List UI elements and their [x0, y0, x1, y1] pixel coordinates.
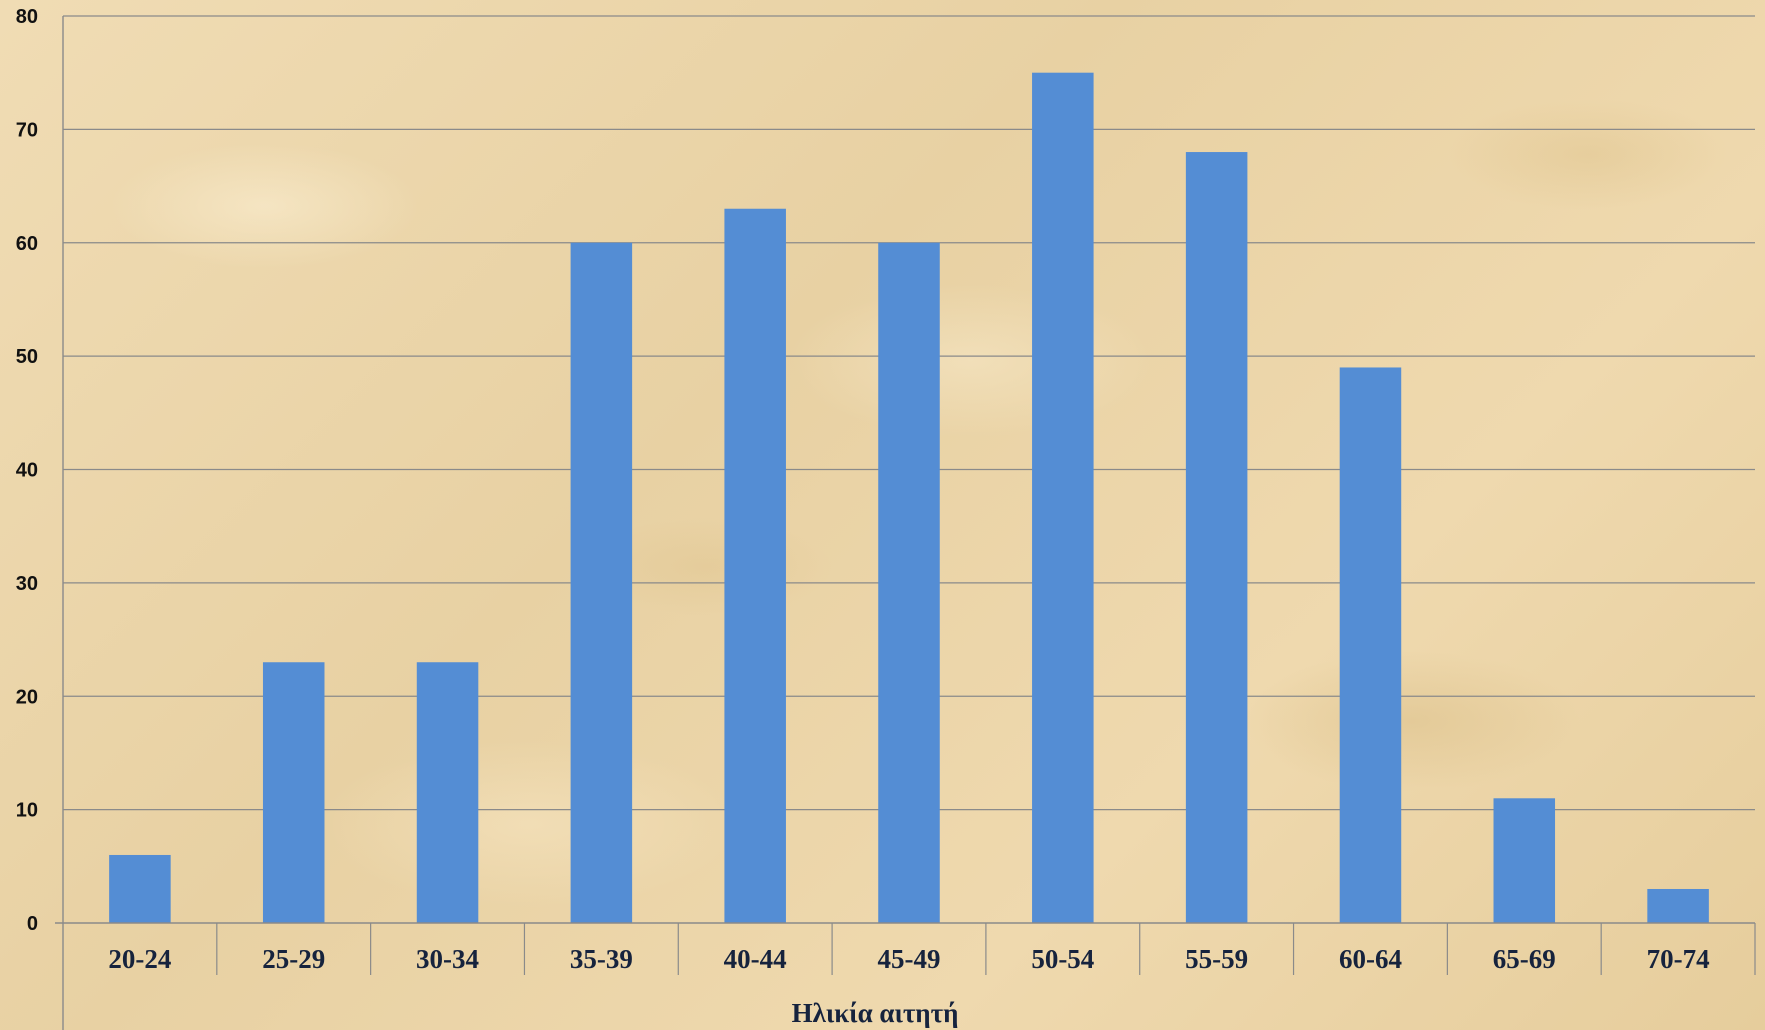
y-tick-label: 0 — [27, 913, 38, 935]
x-axis-title: Ηλικία αιτητή — [792, 998, 959, 1028]
bar-45-49 — [878, 242, 940, 923]
x-tick-labels: 20-24 25-29 30-34 35-39 40-44 45-49 50-54 55-59… — [108, 944, 1709, 974]
y-tick-label: 10 — [16, 800, 38, 822]
bar-60-64 — [1339, 367, 1402, 923]
x-tick-label: 60-64 — [1339, 944, 1402, 974]
x-tick-label: 70-74 — [1647, 944, 1710, 974]
bar-30-34 — [416, 662, 479, 923]
y-tick-label: 70 — [16, 119, 38, 141]
bars — [109, 72, 1709, 924]
x-tick-label: 20-24 — [108, 944, 171, 974]
bar-55-59 — [1185, 152, 1248, 924]
bar-25-29 — [262, 662, 325, 923]
bar-50-54 — [1032, 72, 1094, 923]
y-tick-label: 50 — [16, 346, 38, 368]
y-tick-label: 80 — [16, 6, 38, 28]
x-tick-label: 25-29 — [262, 944, 325, 974]
x-tick-label: 40-44 — [724, 944, 787, 974]
y-tick-label: 60 — [16, 233, 38, 255]
x-tick-label: 45-49 — [878, 944, 941, 974]
x-tick-label: 35-39 — [570, 944, 633, 974]
bar-20-24 — [109, 854, 171, 923]
y-tick-label: 40 — [16, 460, 38, 482]
x-tick-label: 65-69 — [1493, 944, 1556, 974]
x-tick-label: 50-54 — [1031, 944, 1094, 974]
x-tick-label: 30-34 — [416, 944, 479, 974]
axes — [55, 16, 1756, 1030]
y-tick-labels: 0 10 20 30 40 50 60 70 80 — [16, 6, 38, 935]
y-tick-label: 30 — [16, 573, 38, 595]
bar-40-44 — [724, 208, 786, 924]
x-tick-label: 55-59 — [1185, 944, 1248, 974]
bar-65-69 — [1493, 798, 1556, 923]
bar-70-74 — [1647, 888, 1709, 923]
y-tick-label: 20 — [16, 686, 38, 708]
bar-35-39 — [570, 242, 633, 923]
